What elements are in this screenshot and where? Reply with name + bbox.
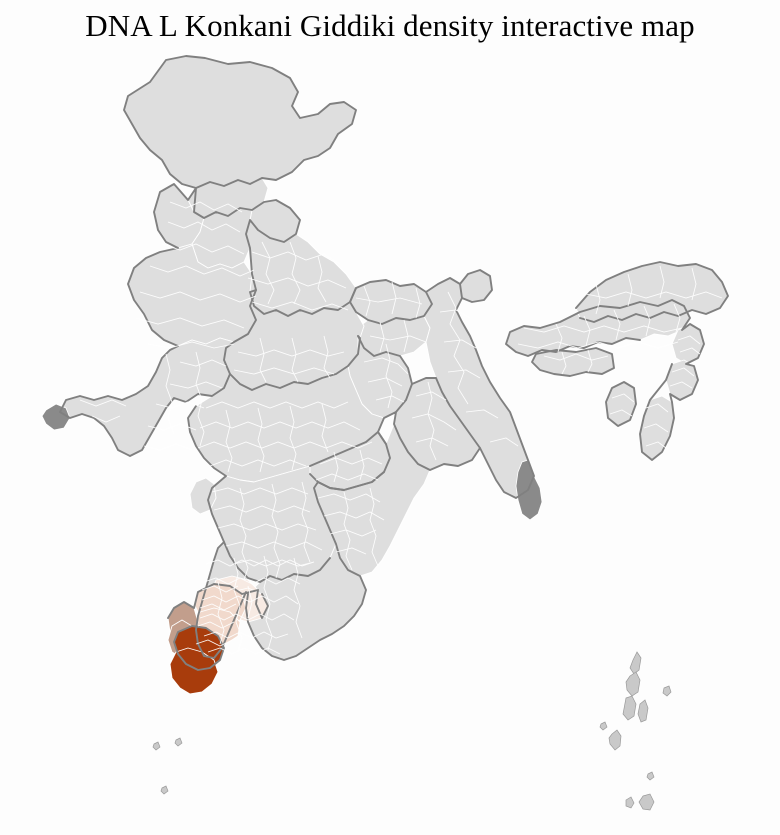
border-telangana-ap [309, 431, 387, 467]
border-konkan-highlight [167, 583, 269, 619]
border-chhattisgarh-mp [357, 335, 413, 413]
border-arunachal [575, 261, 729, 323]
india-choropleth-map[interactable] [0, 52, 780, 835]
islands-layer [152, 651, 672, 811]
nodata-region-kutch-island-west[interactable] [41, 403, 71, 431]
border-jammu-kashmir [123, 55, 357, 189]
border-odisha-chhattisgarh [411, 377, 481, 449]
border-mp-maharashtra [229, 335, 361, 391]
map-svg[interactable] [0, 52, 780, 835]
border-sikkim [459, 269, 493, 303]
border-goa-outline [173, 625, 225, 671]
border-bihar-jharkhand [349, 287, 433, 325]
india-landmass-layer [59, 55, 729, 661]
border-meghalaya [531, 347, 615, 377]
border-northwest-plains [59, 183, 301, 457]
andaman-nicobar-islands[interactable] [599, 651, 672, 811]
lakshadweep-islands[interactable] [152, 737, 183, 795]
border-telangana-south [309, 471, 385, 491]
district-borders-layer [79, 201, 723, 655]
state-borders-layer [59, 55, 729, 671]
page-title: DNA L Konkani Giddiki density interactiv… [85, 8, 695, 43]
border-tripura [605, 381, 637, 427]
